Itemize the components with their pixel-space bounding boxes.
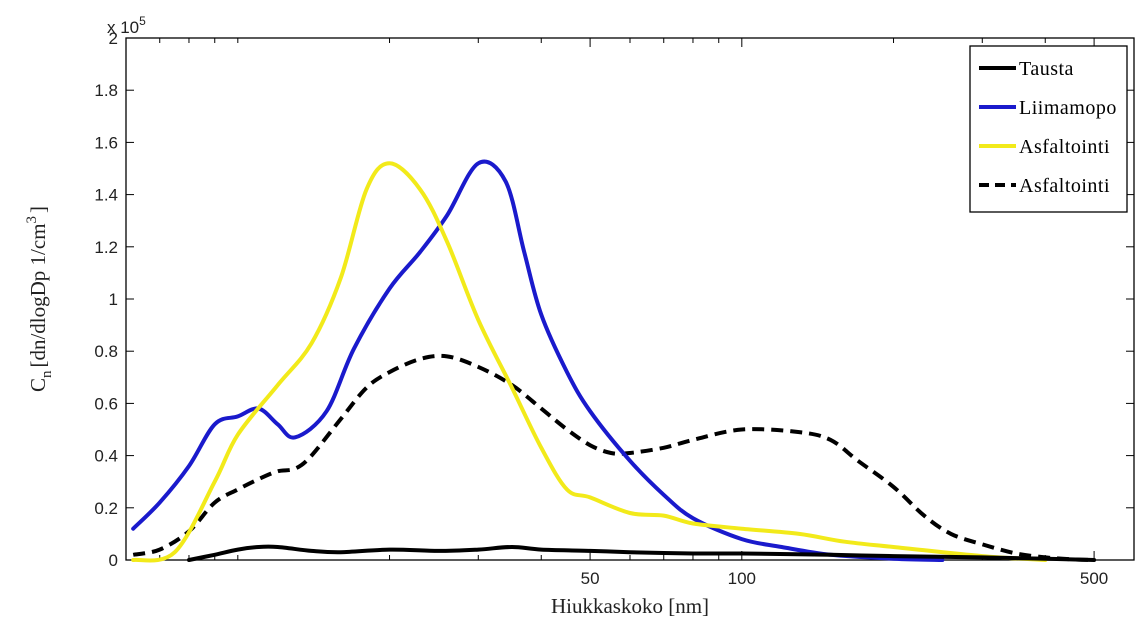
y-axis-label-end: ] (26, 206, 50, 213)
y-axis-label: Cn [dn/dlogDp 1/cm3] (24, 206, 55, 392)
legend-label: Liimamopo (1019, 97, 1117, 119)
y-axis-label-rest: [dn/dlogDp 1/cm (26, 223, 50, 367)
y-tick-label: 0.4 (94, 447, 118, 466)
y-tick-label: 1.4 (94, 186, 118, 205)
series-group (131, 159, 1097, 563)
y-tick-label: 1.8 (94, 81, 118, 100)
y-tick-label: 1.6 (94, 133, 118, 152)
legend: Tausta Liimamopo Asfaltointi Asfaltointi (969, 45, 1128, 213)
legend-label: Tausta (1019, 58, 1074, 80)
y-axis: 0 0.2 0.4 0.6 0.8 1 1.2 1.4 1.6 1.8 2 (94, 29, 1134, 570)
x-tick-label: 100 (728, 569, 756, 588)
x-tick-label: 500 (1080, 569, 1108, 588)
series-line-tausta (187, 544, 1097, 562)
y-tick-label: 0.2 (94, 499, 118, 518)
y-axis-label-sub: n (39, 370, 55, 378)
x-tick-label: 50 (581, 569, 600, 588)
y-tick-label: 2 (109, 29, 118, 48)
x-axis-label: Hiukkaskoko [nm] (551, 594, 709, 618)
y-tick-label: 1 (109, 290, 118, 309)
y-axis-label-main: C (26, 378, 50, 392)
legend-label: Asfaltointi (1019, 136, 1110, 158)
y-multiplier-exp: 5 (139, 14, 146, 28)
legend-label: Asfaltointi (1019, 175, 1110, 197)
legend-items: Tausta Liimamopo Asfaltointi Asfaltointi (979, 58, 1117, 197)
series-line-asfaltointi (131, 161, 1048, 563)
y-multiplier-base: x 10 (107, 18, 139, 37)
y-tick-label: 0.6 (94, 394, 118, 413)
series-line-asfaltointi-dashed (132, 353, 1095, 562)
y-multiplier: x 105 (107, 14, 146, 37)
y-tick-label: 1.2 (94, 238, 118, 257)
y-axis-label-sup: 3 (24, 216, 40, 224)
y-tick-label: 0.8 (94, 342, 118, 361)
series-line-liimamopo (131, 159, 945, 562)
y-tick-label: 0 (109, 551, 118, 570)
